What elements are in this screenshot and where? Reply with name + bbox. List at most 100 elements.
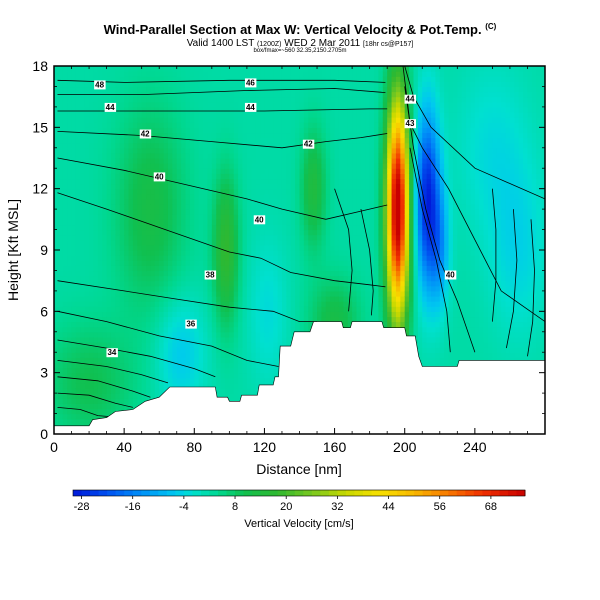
velocity-cell (338, 290, 344, 297)
velocity-cell (62, 321, 68, 328)
velocity-cell (80, 147, 86, 154)
velocity-cell (62, 357, 68, 364)
velocity-cell (238, 183, 244, 190)
velocity-cell (54, 229, 59, 236)
velocity-cell (220, 342, 226, 348)
velocity-cell (167, 352, 173, 358)
velocity-cell (321, 91, 327, 98)
velocity-cell (299, 132, 305, 139)
velocity-cell (176, 270, 182, 277)
velocity-cell (273, 362, 279, 369)
velocity-cell (246, 367, 252, 374)
velocity-cell (71, 132, 77, 139)
velocity-cell (246, 352, 252, 358)
velocity-cell (286, 265, 292, 272)
velocity-cell (146, 347, 152, 353)
velocity-cell (229, 347, 235, 353)
velocity-cell (185, 209, 191, 215)
velocity-cell (154, 209, 160, 215)
velocity-cell (233, 127, 239, 134)
velocity-cell (106, 127, 112, 134)
velocity-cell (352, 301, 358, 307)
velocity-cell (312, 132, 318, 139)
velocity-cell (54, 331, 59, 338)
velocity-cell (75, 96, 81, 103)
velocity-cell (281, 127, 287, 134)
velocity-cell (295, 260, 301, 266)
velocity-cell (80, 132, 86, 139)
velocity-cell (106, 173, 112, 180)
velocity-cell (303, 132, 309, 139)
velocity-cell (260, 193, 266, 200)
velocity-cell (233, 260, 239, 266)
velocity-cell (343, 275, 349, 282)
velocity-cell (119, 96, 125, 103)
velocity-cell (89, 296, 95, 302)
velocity-cell (216, 388, 222, 394)
velocity-cell (137, 398, 143, 404)
velocity-cell (181, 168, 187, 174)
velocity-cell (233, 96, 239, 103)
velocity-cell (242, 86, 248, 93)
velocity-cell (264, 331, 270, 338)
velocity-cell (347, 71, 353, 77)
velocity-cell (75, 204, 81, 210)
velocity-cell (325, 81, 331, 88)
velocity-cell (58, 96, 64, 103)
velocity-cell (229, 96, 235, 103)
velocity-cell (211, 367, 217, 374)
velocity-cell (273, 352, 279, 358)
velocity-cell (295, 204, 301, 210)
velocity-cell (286, 188, 292, 195)
velocity-cell (119, 106, 125, 113)
velocity-cell (163, 147, 169, 154)
velocity-cell (220, 290, 226, 297)
velocity-cell (124, 316, 130, 323)
velocity-cell (286, 96, 292, 103)
velocity-cell (163, 382, 169, 389)
velocity-cell (106, 321, 112, 328)
velocity-cell (290, 285, 296, 292)
velocity-cell (154, 311, 160, 318)
velocity-cell (71, 71, 77, 77)
velocity-cell (67, 336, 73, 343)
velocity-cell (330, 178, 336, 185)
velocity-cell (84, 158, 90, 164)
velocity-cell (185, 250, 191, 256)
velocity-cell (251, 388, 257, 394)
velocity-cell (264, 81, 270, 88)
velocity-cell (343, 101, 349, 108)
velocity-cell (242, 91, 248, 98)
velocity-cell (312, 301, 318, 307)
velocity-cell (154, 352, 160, 358)
velocity-cell (303, 275, 309, 282)
velocity-cell (75, 382, 81, 389)
velocity-cell (93, 413, 99, 420)
velocity-cell (338, 147, 344, 154)
velocity-cell (128, 101, 134, 108)
velocity-cell (106, 152, 112, 159)
velocity-cell (102, 112, 108, 118)
velocity-cell (150, 331, 156, 338)
velocity-cell (54, 270, 59, 277)
velocity-cell (54, 183, 59, 190)
velocity-cell (159, 214, 165, 220)
velocity-cell (146, 388, 152, 394)
velocity-cell (154, 91, 160, 98)
velocity-cell (229, 311, 235, 318)
velocity-cell (167, 158, 173, 164)
velocity-cell (299, 209, 305, 215)
velocity-cell (321, 239, 327, 246)
velocity-cell (106, 66, 112, 72)
velocity-cell (303, 311, 309, 318)
velocity-cell (224, 229, 230, 236)
velocity-cell (246, 142, 252, 149)
velocity-cell (115, 204, 121, 210)
velocity-cell (251, 336, 257, 343)
velocity-cell (141, 152, 147, 159)
chart-title: Wind-Parallel Section at Max W: Vertical… (0, 22, 600, 37)
velocity-cell (198, 280, 204, 287)
velocity-cell (260, 168, 266, 174)
velocity-cell (216, 265, 222, 272)
velocity-cell (268, 306, 274, 312)
